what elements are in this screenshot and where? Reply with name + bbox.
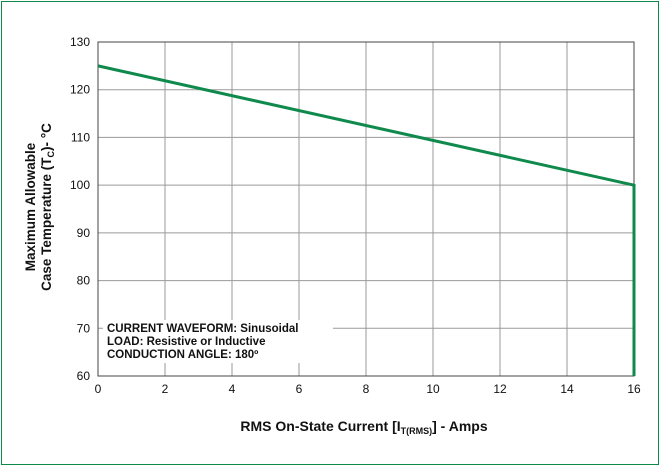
x-tick-label: 14 bbox=[560, 382, 574, 396]
x-tick-label: 2 bbox=[162, 382, 169, 396]
y-tick-label: 100 bbox=[70, 178, 90, 192]
x-tick-label: 4 bbox=[229, 382, 236, 396]
annotation-waveform: CURRENT WAVEFORM: Sinusoidal bbox=[107, 323, 298, 335]
y-tick-label: 110 bbox=[71, 130, 90, 144]
x-tick-label: 12 bbox=[493, 382, 507, 396]
x-tick-label: 16 bbox=[627, 382, 641, 396]
x-tick-label: 6 bbox=[296, 382, 303, 396]
y-axis-title-line2: Case Temperature (TC)- °C bbox=[39, 123, 56, 291]
y-tick-label: 120 bbox=[70, 83, 90, 97]
annotation-box: CURRENT WAVEFORM: Sinusoidal LOAD: Resis… bbox=[103, 320, 333, 363]
y-tick-label: 80 bbox=[77, 274, 91, 288]
series bbox=[97, 64, 636, 376]
annotation-background bbox=[103, 320, 333, 363]
y-tick-label: 130 bbox=[70, 35, 90, 49]
temperature-derating-line bbox=[97, 64, 636, 376]
y-axis-title-line1: Maximum Allowable bbox=[23, 142, 38, 271]
y-tick-label: 90 bbox=[77, 226, 91, 240]
y-tick-label: 60 bbox=[77, 369, 91, 383]
tick-labels: 0 2 4 6 8 10 12 14 16 60 70 80 90 100 110 120 130 bbox=[70, 35, 641, 396]
annotation-load: LOAD: Resistive or Inductive bbox=[107, 336, 265, 348]
y-tick-label: 70 bbox=[77, 321, 91, 335]
annotation-conduction-angle: CONDUCTION ANGLE: 180º bbox=[107, 349, 258, 361]
x-tick-label: 10 bbox=[426, 382, 440, 396]
y-axis-title: Maximum Allowable Case Temperature (TC)-… bbox=[23, 123, 56, 291]
x-tick-label: 0 bbox=[95, 382, 102, 396]
x-tick-label: 8 bbox=[363, 382, 370, 396]
x-axis-title: RMS On-State Current [IT(RMS)] - Amps bbox=[240, 418, 487, 436]
